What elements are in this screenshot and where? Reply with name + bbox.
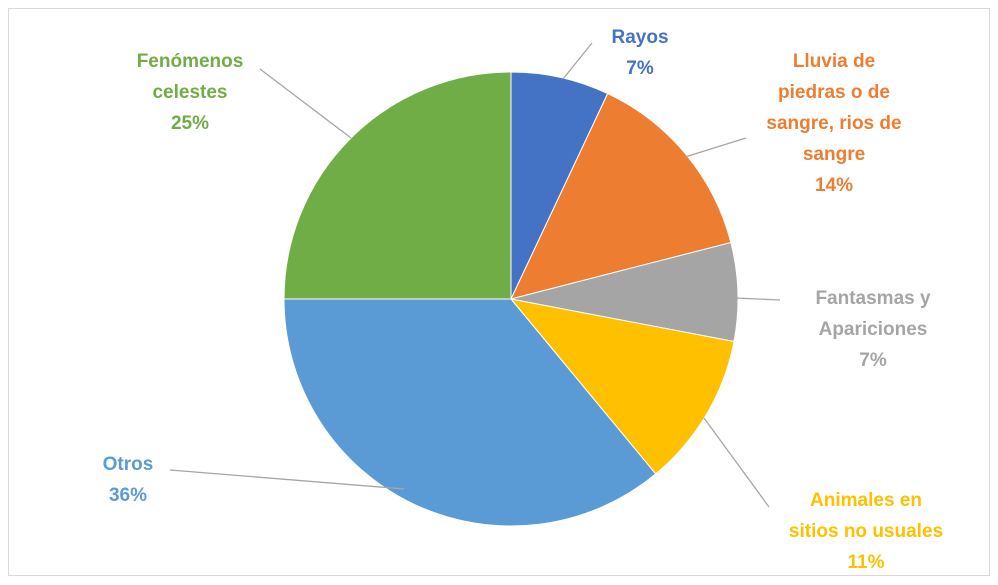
slice-labels: Rayos 7% Lluvia de piedras o de sangre, rios… — [103, 27, 943, 573]
pie-slice-4 — [283, 298, 657, 527]
slice-percent-5: 25% — [171, 113, 209, 134]
slice-label-line-1-1: piedras o de — [778, 82, 890, 103]
slice-label-line-3-0: Animales en — [810, 490, 922, 511]
pie-slice-1 — [510, 92, 732, 300]
pie-slice-3 — [509, 298, 735, 475]
slice-label-2: Fantasmas y Apariciones 7% — [815, 288, 931, 371]
slice-percent-1: 14% — [815, 175, 853, 196]
pie-slice-5 — [283, 71, 512, 300]
slice-label-line-3-1: sitios no usuales — [789, 521, 943, 542]
pie-slices — [283, 71, 739, 527]
slice-label-line-5-1: celestes — [152, 82, 227, 103]
leader-line-1 — [684, 137, 747, 158]
leader-line-5 — [259, 68, 352, 139]
leader-line-0 — [562, 42, 593, 80]
slice-label-line-4-0: Otros — [103, 454, 154, 475]
slice-percent-0: 7% — [626, 58, 654, 79]
slice-label-line-1-0: Lluvia de — [793, 51, 875, 72]
slice-label-1: Lluvia de piedras o de sangre, rios de sang… — [766, 51, 901, 196]
slice-label-3: Animales en sitios no usuales 11% — [789, 490, 943, 573]
slice-percent-2: 7% — [859, 350, 887, 371]
leader-lines — [169, 42, 781, 508]
slice-label-line-0-0: Rayos — [611, 27, 668, 48]
slice-percent-4: 36% — [109, 485, 147, 506]
slice-label-line-5-0: Fenómenos — [137, 51, 244, 72]
leader-line-3 — [703, 417, 770, 508]
slice-label-5: Fenómenos celestes 25% — [137, 51, 244, 134]
slice-label-line-2-0: Fantasmas y — [815, 288, 931, 309]
slice-label-4: Otros 36% — [103, 454, 154, 506]
slice-label-line-1-2: sangre, rios de — [766, 113, 901, 134]
slice-label-0: Rayos 7% — [611, 27, 668, 79]
slice-percent-3: 11% — [848, 552, 885, 573]
leader-line-4 — [169, 469, 405, 490]
leader-line-2 — [735, 297, 781, 301]
slice-label-line-2-1: Apariciones — [819, 319, 928, 340]
slice-label-line-1-3: sangre — [803, 144, 865, 165]
